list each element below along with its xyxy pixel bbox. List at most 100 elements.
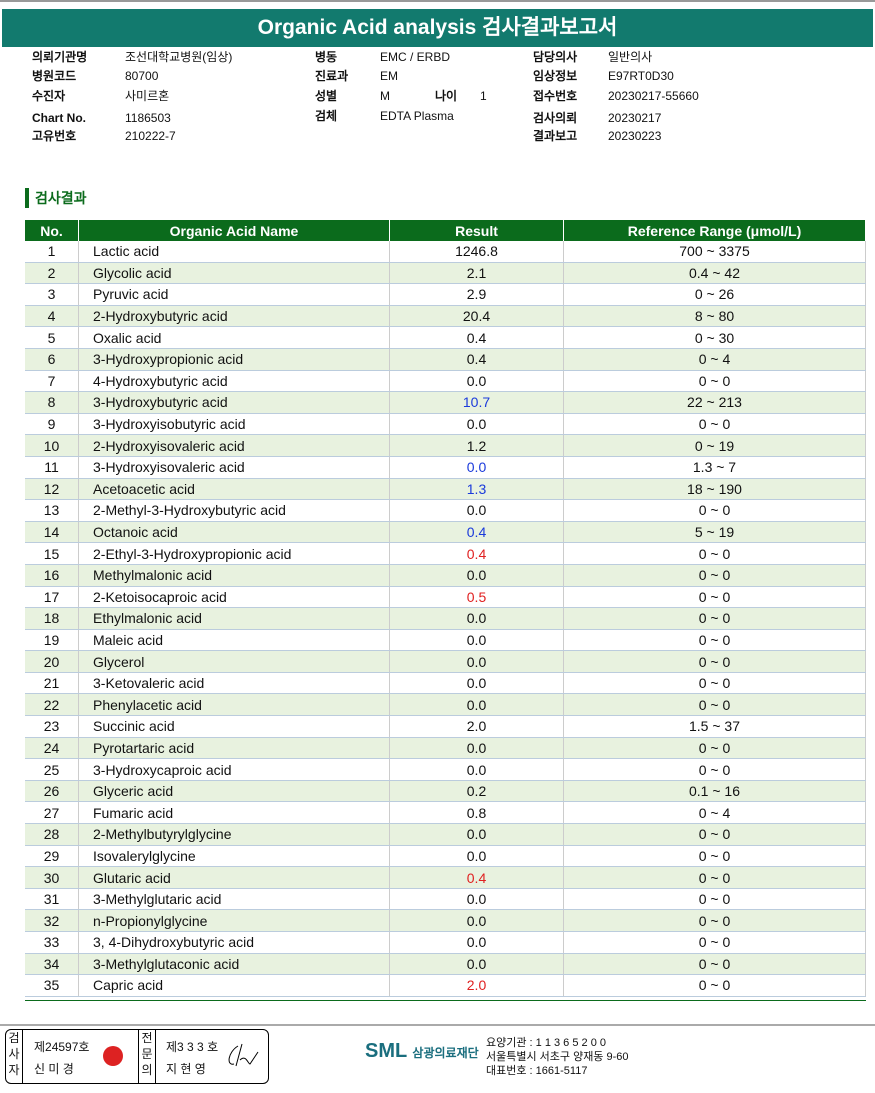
row-no: 22 — [25, 693, 79, 717]
info-label: 나이 — [435, 89, 458, 103]
acid-name: 3-Hydroxybutyric acid — [78, 391, 390, 414]
row-no: 6 — [25, 348, 79, 371]
footer-divider — [0, 1024, 875, 1026]
table-row: 26 Glyceric acid 0.2 0.1 ~ 16 — [25, 780, 866, 803]
acid-name: 2-Methyl-3-Hydroxybutyric acid — [78, 499, 390, 522]
result-value: 0.0 — [389, 758, 564, 781]
row-no: 31 — [25, 888, 79, 911]
table-row: 7 4-Hydroxybutyric acid 0.0 0 ~ 0 — [25, 370, 866, 393]
info-value: 80700 — [125, 69, 159, 83]
reference-range: 0 ~ 0 — [563, 866, 866, 889]
table-row: 19 Maleic acid 0.0 0 ~ 0 — [25, 629, 866, 652]
reference-range: 0 ~ 0 — [563, 845, 866, 868]
results-table: No. Organic Acid Name Result Reference R… — [25, 220, 866, 997]
reference-range: 0 ~ 0 — [563, 953, 866, 976]
top-border — [0, 0, 875, 2]
row-no: 20 — [25, 650, 79, 673]
info-value: EMC / ERBD — [380, 50, 451, 64]
table-row: 23 Succinic acid 2.0 1.5 ~ 37 — [25, 715, 866, 738]
acid-name: Pyrotartaric acid — [78, 737, 390, 760]
info-label: 결과보고 — [533, 129, 578, 143]
row-no: 10 — [25, 434, 79, 457]
table-bottom-line — [25, 1000, 866, 1001]
info-value: 210222-7 — [125, 129, 176, 143]
col-no: No. — [25, 220, 79, 241]
specialist-label: 전문의 — [138, 1030, 156, 1083]
phone: 대표번호 : 1661-5117 — [486, 1065, 588, 1077]
row-no: 11 — [25, 456, 79, 479]
table-row: 1 Lactic acid 1246.8 700 ~ 3375 — [25, 241, 866, 263]
row-no: 5 — [25, 326, 79, 349]
row-no: 19 — [25, 629, 79, 652]
reference-range: 0 ~ 0 — [563, 693, 866, 717]
result-value: 0.0 — [389, 953, 564, 976]
table-row: 34 3-Methylglutaconic acid 0.0 0 ~ 0 — [25, 953, 866, 976]
acid-name: 3-Hydroxypropionic acid — [78, 348, 390, 371]
row-no: 16 — [25, 564, 79, 587]
reference-range: 5 ~ 19 — [563, 521, 866, 544]
acid-name: 3-Ketovaleric acid — [78, 672, 390, 695]
info-value: 일반의사 — [608, 50, 653, 64]
reference-range: 0 ~ 0 — [563, 499, 866, 522]
result-value: 0.4 — [389, 348, 564, 371]
info-label: 고유번호 — [32, 129, 77, 143]
row-no: 17 — [25, 586, 79, 609]
info-label: 진료과 — [315, 69, 349, 83]
acid-name: 3-Hydroxyisovaleric acid — [78, 456, 390, 479]
table-row: 21 3-Ketovaleric acid 0.0 0 ~ 0 — [25, 672, 866, 695]
info-label: 임상정보 — [533, 69, 578, 83]
acid-name: Lactic acid — [78, 241, 390, 263]
table-row: 18 Ethylmalonic acid 0.0 0 ~ 0 — [25, 607, 866, 630]
reference-range: 0 ~ 0 — [563, 672, 866, 695]
info-label: 접수번호 — [533, 89, 578, 103]
result-value: 0.0 — [389, 456, 564, 479]
row-no: 2 — [25, 262, 79, 285]
reference-range: 0 ~ 0 — [563, 413, 866, 436]
reference-range: 18 ~ 190 — [563, 478, 866, 501]
info-value: E97RT0D30 — [608, 69, 674, 83]
row-no: 26 — [25, 780, 79, 803]
acid-name: 3-Methylglutaconic acid — [78, 953, 390, 976]
result-value: 2.0 — [389, 974, 564, 997]
acid-name: 3, 4-Dihydroxybutyric acid — [78, 931, 390, 954]
acid-name: Capric acid — [78, 974, 390, 997]
table-row: 29 Isovalerylglycine 0.0 0 ~ 0 — [25, 845, 866, 868]
result-value: 0.8 — [389, 801, 564, 825]
reference-range: 0.1 ~ 16 — [563, 780, 866, 803]
reference-range: 0 ~ 0 — [563, 823, 866, 846]
table-row: 35 Capric acid 2.0 0 ~ 0 — [25, 974, 866, 997]
section-title: 검사결과 — [25, 188, 87, 208]
info-label: 병동 — [315, 50, 338, 64]
row-no: 3 — [25, 283, 79, 306]
acid-name: 2-Methylbutyrylglycine — [78, 823, 390, 846]
reference-range: 0 ~ 19 — [563, 434, 866, 457]
result-value: 0.0 — [389, 693, 564, 717]
result-value: 2.0 — [389, 715, 564, 738]
reference-range: 0 ~ 26 — [563, 283, 866, 306]
reference-range: 0 ~ 0 — [563, 758, 866, 781]
reference-range: 0 ~ 4 — [563, 348, 866, 371]
specialist-name: 지 현 영 — [166, 1062, 206, 1076]
reference-range: 0 ~ 0 — [563, 931, 866, 954]
table-row: 10 2-Hydroxyisovaleric acid 1.2 0 ~ 19 — [25, 434, 866, 457]
result-value: 2.1 — [389, 262, 564, 285]
reference-range: 0 ~ 4 — [563, 801, 866, 825]
acid-name: 2-Ethyl-3-Hydroxypropionic acid — [78, 542, 390, 565]
org-address: 요양기관 : 1 1 3 6 5 2 0 0 서울특별시 서초구 양재동 9-6… — [486, 1036, 629, 1078]
acid-name: 2-Ketoisocaproic acid — [78, 586, 390, 609]
result-value: 0.0 — [389, 370, 564, 393]
result-value: 0.0 — [389, 650, 564, 673]
info-value: EDTA Plasma — [380, 109, 454, 123]
reference-range: 0 ~ 0 — [563, 542, 866, 565]
result-value: 0.0 — [389, 909, 564, 932]
table-row: 30 Glutaric acid 0.4 0 ~ 0 — [25, 866, 866, 889]
report-title: Organic Acid analysis 검사결과보고서 — [2, 9, 873, 47]
sml-logo: SML 삼광의료재단 — [365, 1040, 479, 1063]
acid-name: Isovalerylglycine — [78, 845, 390, 868]
row-no: 14 — [25, 521, 79, 544]
result-value: 0.0 — [389, 499, 564, 522]
row-no: 32 — [25, 909, 79, 932]
row-no: 33 — [25, 931, 79, 954]
acid-name: 3-Methylglutaric acid — [78, 888, 390, 911]
reference-range: 1.5 ~ 37 — [563, 715, 866, 738]
